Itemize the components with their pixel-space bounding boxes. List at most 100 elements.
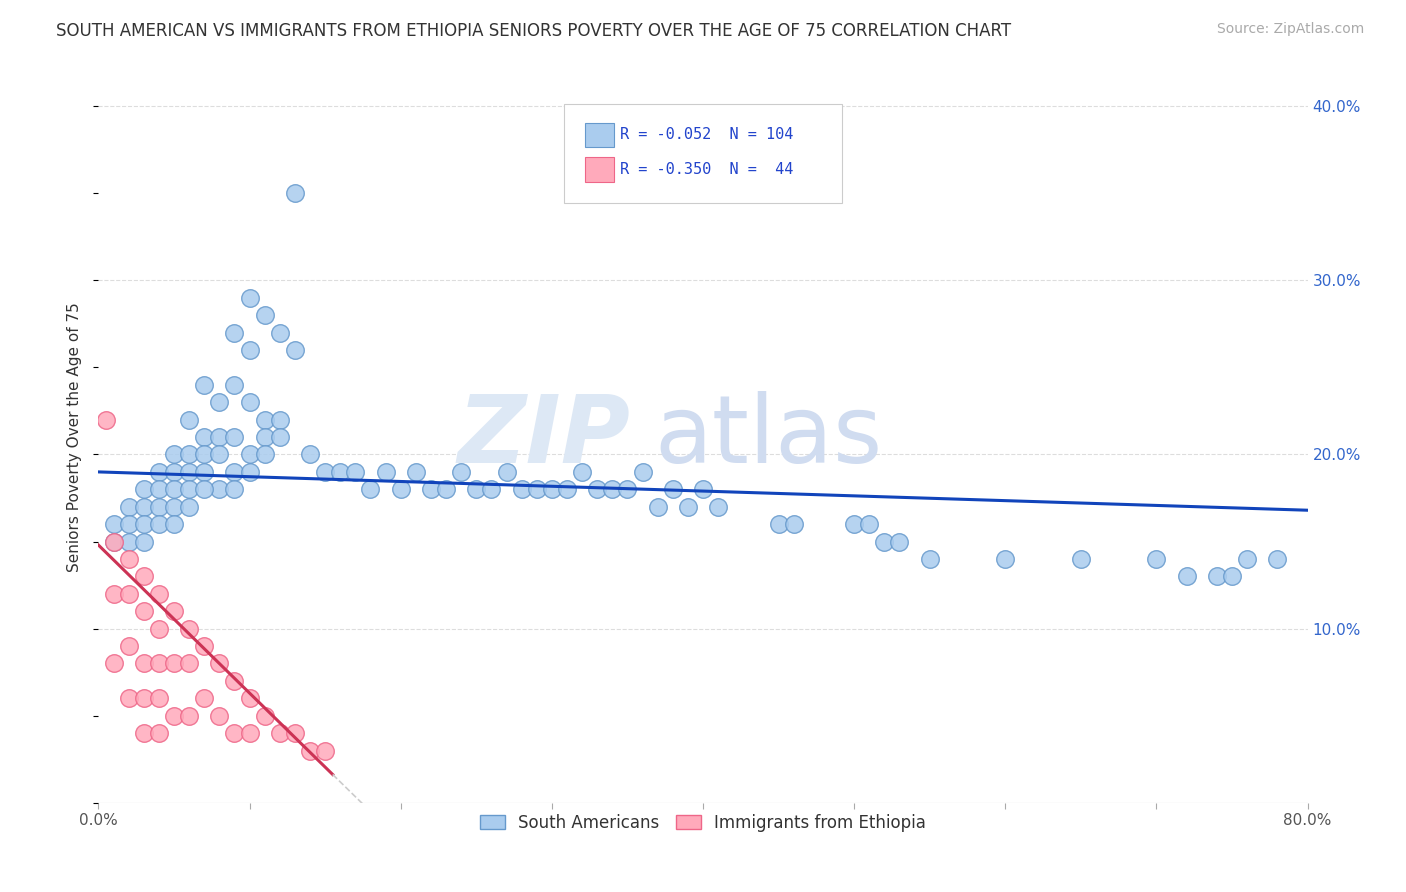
Text: Source: ZipAtlas.com: Source: ZipAtlas.com <box>1216 22 1364 37</box>
Point <box>118 639 141 653</box>
Point <box>193 430 215 444</box>
Point <box>239 691 262 706</box>
Point <box>224 326 246 340</box>
Point <box>269 430 291 444</box>
Point <box>1220 569 1243 583</box>
Point <box>193 377 215 392</box>
Point <box>631 465 654 479</box>
Point <box>118 691 141 706</box>
Point <box>148 517 170 532</box>
Point <box>148 465 170 479</box>
Point <box>253 412 276 426</box>
Point <box>148 691 170 706</box>
Point <box>163 708 186 723</box>
Point <box>208 657 231 671</box>
Point <box>269 726 291 740</box>
Point <box>163 448 186 462</box>
Point <box>103 534 125 549</box>
Point <box>193 691 215 706</box>
Point <box>179 622 201 636</box>
Point <box>103 657 125 671</box>
Point <box>132 500 155 514</box>
Point <box>179 465 201 479</box>
Point <box>1236 552 1258 566</box>
Point <box>239 343 262 357</box>
Point <box>208 483 231 497</box>
Point <box>193 639 215 653</box>
Point <box>253 308 276 322</box>
Point <box>555 483 578 497</box>
Point <box>179 483 201 497</box>
Point <box>253 708 276 723</box>
Point <box>148 622 170 636</box>
Point <box>224 465 246 479</box>
Point <box>661 483 683 497</box>
Point <box>540 483 562 497</box>
Point <box>179 708 201 723</box>
Point <box>193 448 215 462</box>
Point <box>208 430 231 444</box>
Point <box>510 483 533 497</box>
Point <box>118 517 141 532</box>
Point <box>103 517 125 532</box>
Point <box>329 465 352 479</box>
Point <box>420 483 443 497</box>
Point <box>163 500 186 514</box>
Text: R = -0.052  N = 104: R = -0.052 N = 104 <box>620 128 793 143</box>
Point <box>844 517 866 532</box>
Point <box>374 465 396 479</box>
Point <box>858 517 880 532</box>
Text: ZIP: ZIP <box>457 391 630 483</box>
Text: SOUTH AMERICAN VS IMMIGRANTS FROM ETHIOPIA SENIORS POVERTY OVER THE AGE OF 75 CO: SOUTH AMERICAN VS IMMIGRANTS FROM ETHIOP… <box>56 22 1011 40</box>
Point <box>118 534 141 549</box>
Point <box>253 430 276 444</box>
Point <box>616 483 638 497</box>
Point <box>239 726 262 740</box>
Point <box>1175 569 1198 583</box>
Point <box>889 534 911 549</box>
Point <box>299 448 322 462</box>
Point <box>434 483 457 497</box>
Y-axis label: Seniors Poverty Over the Age of 75: Seniors Poverty Over the Age of 75 <box>67 302 83 572</box>
Point <box>148 726 170 740</box>
Point <box>224 726 246 740</box>
Point <box>918 552 941 566</box>
Point <box>873 534 896 549</box>
Point <box>239 291 262 305</box>
Point <box>132 517 155 532</box>
Point <box>526 483 548 497</box>
Point <box>208 708 231 723</box>
Point <box>132 569 155 583</box>
Text: R = -0.350  N =  44: R = -0.350 N = 44 <box>620 161 793 177</box>
Point <box>602 483 624 497</box>
Point <box>707 500 730 514</box>
Point <box>768 517 790 532</box>
Point <box>1070 552 1092 566</box>
Point <box>224 377 246 392</box>
Point <box>224 483 246 497</box>
Point <box>994 552 1017 566</box>
Point <box>676 500 699 514</box>
Point <box>163 483 186 497</box>
Point <box>193 483 215 497</box>
Point <box>239 395 262 409</box>
Point <box>148 657 170 671</box>
FancyBboxPatch shape <box>585 157 613 182</box>
Point <box>179 657 201 671</box>
Point <box>118 587 141 601</box>
Point <box>132 657 155 671</box>
Point <box>1144 552 1167 566</box>
Point <box>269 326 291 340</box>
Point <box>94 412 117 426</box>
Point <box>389 483 412 497</box>
Point <box>1267 552 1289 566</box>
Point <box>647 500 669 514</box>
Point <box>132 534 155 549</box>
Point <box>179 500 201 514</box>
Legend: South Americans, Immigrants from Ethiopia: South Americans, Immigrants from Ethiopi… <box>472 807 934 838</box>
Point <box>103 534 125 549</box>
Point <box>692 483 714 497</box>
Point <box>148 587 170 601</box>
Point <box>465 483 488 497</box>
Point <box>284 726 307 740</box>
